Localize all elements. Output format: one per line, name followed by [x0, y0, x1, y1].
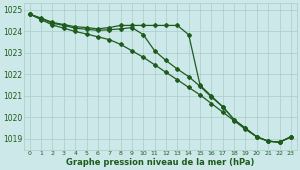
X-axis label: Graphe pression niveau de la mer (hPa): Graphe pression niveau de la mer (hPa)	[66, 158, 254, 167]
